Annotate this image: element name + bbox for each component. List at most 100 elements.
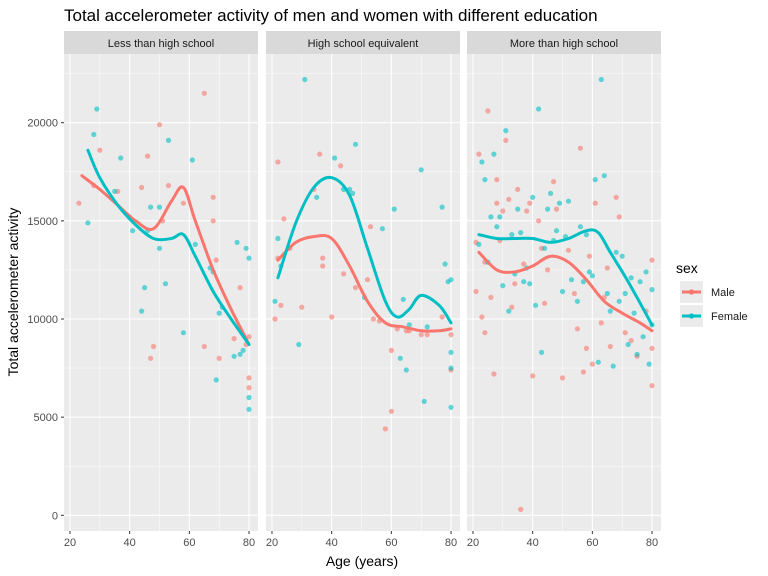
data-point-female [545, 206, 551, 212]
data-point-female [500, 283, 506, 289]
data-point-female [448, 365, 454, 371]
data-point-male [524, 208, 530, 214]
data-point-female [542, 245, 548, 251]
data-point-male [370, 316, 376, 322]
data-point-female [403, 367, 409, 373]
data-point-male [329, 314, 335, 320]
data-point-female [142, 285, 148, 291]
y-tick-label: 0 [52, 510, 58, 522]
y-tick-label: 15000 [27, 216, 58, 228]
data-point-female [649, 287, 655, 293]
data-point-male [418, 332, 424, 338]
data-point-male [577, 145, 584, 151]
facet-panel: Less than high school 20 40 60 80 [64, 31, 258, 549]
data-point-female [610, 363, 616, 369]
data-point-male [352, 285, 359, 291]
data-point-male [494, 177, 500, 183]
data-point-female [515, 206, 521, 212]
data-point-female [634, 351, 640, 357]
data-point-male [476, 151, 482, 157]
legend-items: Male Female [680, 281, 748, 327]
data-point-male [165, 182, 172, 189]
data-point-male [424, 332, 430, 338]
data-point-male [580, 369, 587, 375]
data-point-male [145, 153, 151, 159]
data-point-female [216, 310, 222, 316]
x-axis-title: Age (years) [326, 553, 398, 569]
data-point-female [231, 353, 237, 359]
data-point-male [649, 383, 655, 389]
data-point-male [210, 218, 216, 224]
facet-strip-label: Less than high school [108, 38, 214, 50]
x-tick-label: 60 [385, 537, 397, 549]
data-point-male [589, 361, 596, 367]
data-point-female [643, 269, 649, 275]
data-point-male [571, 290, 578, 297]
data-point-male [364, 277, 371, 283]
y-axis: 0 5000 10000 15000 20000 [27, 118, 64, 522]
data-point-male [553, 206, 560, 212]
data-point-female [625, 341, 631, 348]
data-point-male [439, 314, 445, 320]
data-point-male [622, 330, 628, 336]
data-point-female [302, 76, 308, 83]
data-point-female [533, 302, 539, 308]
data-point-male [272, 316, 278, 322]
legend-key-point [688, 313, 695, 319]
data-point-female [613, 249, 619, 255]
facet-strip [64, 31, 258, 54]
data-point-male [604, 265, 610, 271]
data-point-female [296, 341, 302, 348]
x-tick-label: 20 [467, 537, 479, 549]
data-point-female [553, 228, 560, 234]
x-tick-label: 60 [183, 537, 195, 549]
data-point-male [488, 294, 494, 300]
data-point-male [246, 334, 252, 340]
data-point-male [649, 345, 655, 351]
data-point-female [391, 206, 397, 212]
facet-strip [467, 31, 661, 54]
data-point-female [559, 288, 566, 295]
data-point-female [604, 290, 610, 297]
data-point-male [76, 200, 82, 206]
data-point-female [352, 141, 359, 147]
legend-title: sex [676, 260, 698, 276]
data-point-male [479, 314, 485, 320]
data-point-male [341, 271, 347, 277]
data-point-male [97, 147, 103, 153]
data-point-male [231, 336, 237, 342]
data-point-female [448, 404, 454, 410]
data-point-female [556, 200, 563, 206]
data-point-male [509, 304, 515, 310]
facet-strip [266, 31, 460, 54]
data-point-male [559, 375, 566, 381]
data-point-female [637, 279, 643, 285]
data-point-male [503, 137, 509, 143]
data-point-female [130, 228, 136, 234]
data-point-female [577, 224, 584, 230]
data-point-female [631, 310, 637, 316]
data-point-female [243, 245, 249, 251]
data-point-female [530, 194, 536, 200]
data-point-female [162, 281, 169, 287]
data-point-female [234, 239, 240, 245]
legend-label: Male [711, 287, 735, 299]
legend-label: Female [711, 311, 748, 323]
data-point-female [91, 131, 97, 138]
data-point-female [568, 277, 575, 283]
legend-item: Male [680, 281, 735, 303]
data-point-male [583, 345, 590, 351]
data-point-male [448, 332, 454, 338]
data-point-male [485, 108, 491, 114]
data-point-female [488, 214, 494, 220]
data-point-male [338, 163, 344, 169]
data-point-female [622, 290, 628, 297]
data-point-female [213, 377, 219, 383]
data-point-male [320, 263, 326, 269]
data-point-male [216, 355, 222, 361]
data-point-female [509, 232, 515, 238]
data-point-female [506, 308, 512, 314]
data-point-male [275, 159, 281, 165]
data-point-female [350, 190, 356, 196]
data-point-female [94, 106, 100, 112]
